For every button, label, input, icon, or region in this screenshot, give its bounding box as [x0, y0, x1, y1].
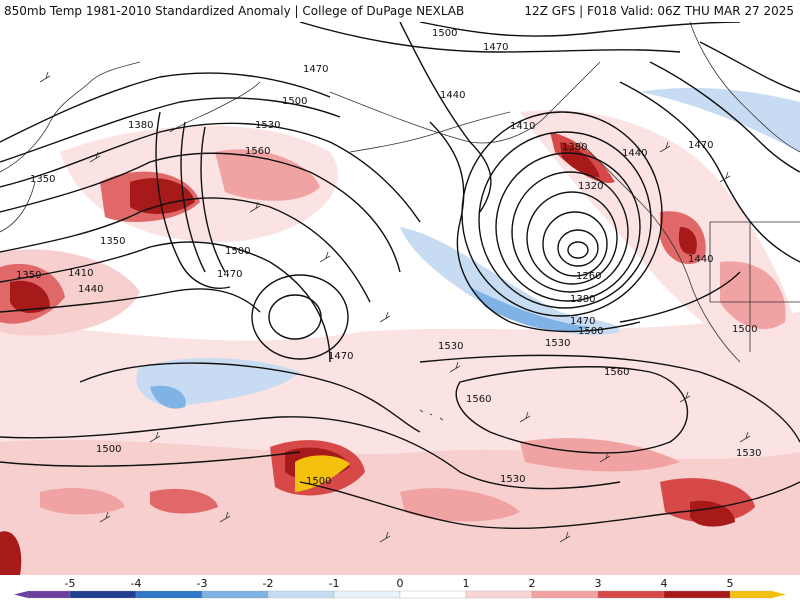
colorbar-tick-label: 3	[595, 577, 602, 590]
header: 850mb Temp 1981-2010 Standardized Anomal…	[0, 0, 800, 22]
contour-label: 1320	[578, 181, 603, 192]
colorbar-tick-label: -4	[131, 577, 142, 590]
contour-label: 1560	[466, 394, 491, 405]
colorbar-tick-label: 1	[463, 577, 470, 590]
colorbar-segment	[399, 590, 467, 599]
contour-label: 1560	[245, 146, 270, 157]
contour-label: 1410	[510, 121, 535, 132]
colorbar-segment	[27, 590, 71, 599]
colorbar-tick-label: 2	[529, 577, 536, 590]
colorbar-svg: -5 -4 -3 -2 -1 0 1 2 3 4 5	[14, 577, 786, 599]
contour-label: 1500	[225, 246, 250, 257]
weather-map: 1500 1470 1470 1500 1530 1560 1440 1410 …	[0, 21, 800, 575]
colorbar-segment	[663, 590, 731, 599]
contour-label: 1500	[578, 326, 603, 337]
contour-label: 1470	[303, 64, 328, 75]
colorbar-min-arrow	[14, 591, 28, 598]
colorbar-segments	[14, 590, 786, 599]
colorbar-segment	[69, 590, 137, 599]
contour-label: 1530	[545, 338, 570, 349]
colorbar-tick-label: -5	[65, 577, 76, 590]
contour-label: 1470	[483, 42, 508, 53]
contour-label: 1380	[128, 120, 153, 131]
colorbar-tick-label: -1	[329, 577, 340, 590]
contour-label: 1530	[255, 120, 280, 131]
contour-label: 1560	[604, 367, 629, 378]
contour-label: 1440	[688, 254, 713, 265]
colorbar-ticks: -5 -4 -3 -2 -1 0 1 2 3 4 5	[65, 577, 734, 590]
contour-label: 1470	[217, 269, 242, 280]
colorbar: -5 -4 -3 -2 -1 0 1 2 3 4 5	[0, 575, 800, 600]
contour-label: 1470	[570, 316, 595, 327]
colorbar-segment	[465, 590, 533, 599]
contour-label: 1440	[440, 90, 465, 101]
wind-barbs	[39, 71, 751, 543]
contour-label: 1440	[78, 284, 103, 295]
contour-label: 1380	[570, 294, 595, 305]
colorbar-tick-label: -2	[263, 577, 274, 590]
colorbar-tick-label: 0	[397, 577, 404, 590]
contour-label: 1350	[16, 270, 41, 281]
contour-label: 1500	[732, 324, 757, 335]
contour-labels: 1500 1470 1470 1500 1530 1560 1440 1410 …	[16, 28, 761, 487]
colorbar-segment	[729, 590, 773, 599]
contour-label: 1500	[306, 476, 331, 487]
contour-label: 1530	[438, 341, 463, 352]
map-title: 850mb Temp 1981-2010 Standardized Anomal…	[4, 4, 465, 18]
colorbar-tick-label: 4	[661, 577, 668, 590]
contour-label: 1500	[96, 444, 121, 455]
contour-label: 1350	[100, 236, 125, 247]
contour-label: 1350	[30, 174, 55, 185]
model-run-info: 12Z GFS | F018 Valid: 06Z THU MAR 27 202…	[524, 4, 794, 18]
contour-label: 1410	[68, 268, 93, 279]
anomaly-fill-negative	[136, 87, 800, 409]
colorbar-segment	[597, 590, 665, 599]
contour-label: 1380	[562, 142, 587, 153]
colorbar-segment	[201, 590, 269, 599]
extreme-anomaly-fill	[295, 455, 350, 492]
contour-label: 1470	[328, 351, 353, 362]
contour-label: 1500	[282, 96, 307, 107]
contour-label: 1260	[576, 271, 601, 282]
contour-label: 1530	[500, 474, 525, 485]
colorbar-max-arrow	[772, 591, 786, 598]
contour-label: 1530	[736, 448, 761, 459]
contour-label: 1440	[622, 148, 647, 159]
colorbar-tick-label: 5	[727, 577, 734, 590]
map-canvas: 1500 1470 1470 1500 1530 1560 1440 1410 …	[0, 21, 800, 575]
colorbar-segment	[267, 590, 335, 599]
colorbar-segment	[531, 590, 599, 599]
contour-label: 1470	[688, 140, 713, 151]
height-contours	[0, 21, 800, 530]
colorbar-tick-label: -3	[197, 577, 208, 590]
colorbar-segment	[333, 590, 401, 599]
contour-label: 1500	[432, 28, 457, 39]
colorbar-segment	[135, 590, 203, 599]
